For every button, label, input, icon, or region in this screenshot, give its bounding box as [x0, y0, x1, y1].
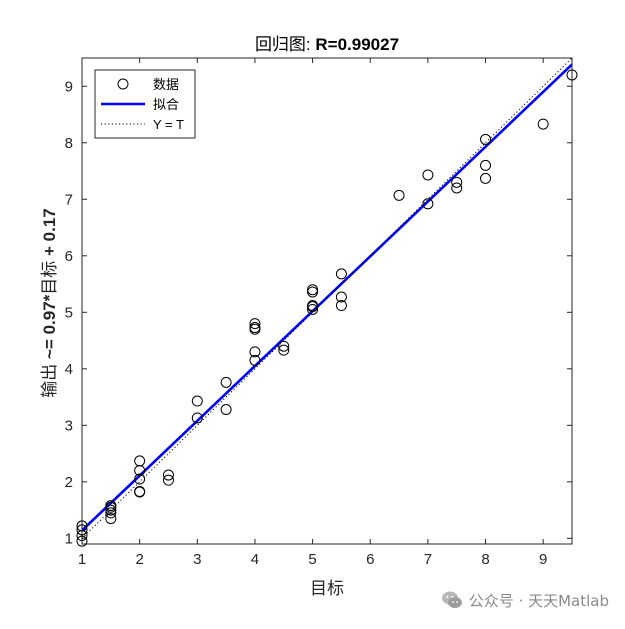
- data-point: [335, 291, 347, 303]
- y-tick-label: 7: [65, 191, 73, 208]
- y-tick-label: 8: [65, 135, 73, 152]
- legend-marker-data: [117, 78, 129, 90]
- identity-line: [82, 58, 572, 539]
- data-point: [307, 284, 319, 296]
- data-point: [76, 520, 88, 532]
- data-point: [307, 303, 319, 315]
- data-point: [451, 182, 463, 194]
- x-tick-label: 4: [251, 551, 259, 568]
- y-tick-label: 1: [65, 530, 73, 547]
- y-tick-label: 5: [65, 304, 73, 321]
- data-point: [162, 469, 174, 481]
- data-point: [105, 500, 117, 512]
- data-point: [480, 133, 492, 145]
- data-point: [278, 340, 290, 352]
- y-axis-label-part: ~= 0.97*: [40, 294, 59, 359]
- y-tick-label: 6: [65, 248, 73, 265]
- data-point: [307, 301, 319, 313]
- watermark: 公众号 · 天天Matlab: [441, 589, 609, 611]
- x-axis-label: 目标: [310, 579, 344, 598]
- data-point: [249, 318, 261, 330]
- y-tick-label: 3: [65, 417, 73, 434]
- fit-line: [82, 63, 572, 532]
- x-tick-label: 5: [308, 551, 316, 568]
- watermark-text: 公众号 · 天天Matlab: [468, 591, 609, 610]
- data-point: [191, 412, 203, 424]
- data-point: [162, 474, 174, 486]
- y-axis-label: 输出 ~= 0.97*目标 + 0.17: [40, 208, 59, 397]
- chart-title-value: R=0.99027: [315, 35, 399, 54]
- x-tick-label: 3: [193, 551, 201, 568]
- data-point: [249, 354, 261, 366]
- y-tick-label: 2: [65, 474, 73, 491]
- legend-label: Y = T: [153, 117, 184, 132]
- data-point: [134, 455, 146, 467]
- y-axis-label-part: 输出: [40, 359, 59, 398]
- x-tick-label: 7: [424, 551, 432, 568]
- data-point: [335, 268, 347, 280]
- legend-label: 数据: [153, 77, 179, 92]
- y-tick-label: 9: [65, 78, 73, 95]
- data-point: [105, 504, 117, 516]
- x-tick-label: 6: [366, 551, 374, 568]
- data-point: [393, 189, 405, 201]
- data-point: [76, 524, 88, 536]
- data-point: [422, 169, 434, 181]
- data-point: [249, 322, 261, 334]
- data-point: [105, 507, 117, 519]
- chart-title-prefix: 回归图:: [255, 35, 315, 54]
- data-point: [220, 404, 232, 416]
- y-axis-label-part: 目标: [40, 261, 59, 295]
- data-point: [422, 198, 434, 210]
- data-point: [105, 513, 117, 525]
- data-point: [76, 535, 88, 547]
- data-point: [566, 69, 578, 81]
- x-tick-label: 2: [135, 551, 143, 568]
- data-point: [134, 485, 146, 497]
- data-point: [537, 118, 549, 130]
- wechat-logo-icon: [441, 591, 462, 608]
- legend-label: 拟合: [153, 97, 179, 112]
- y-tick-label: 4: [65, 361, 73, 378]
- data-point: [249, 346, 261, 358]
- data-point: [480, 159, 492, 171]
- data-point: [480, 172, 492, 184]
- chart-title: 回归图: R=0.99027: [255, 35, 399, 54]
- x-tick-label: 1: [78, 551, 86, 568]
- data-point: [134, 473, 146, 485]
- data-point: [191, 395, 203, 407]
- data-point: [335, 300, 347, 312]
- y-axis-label-part: + 0.17: [40, 208, 59, 260]
- data-point: [278, 344, 290, 356]
- x-tick-label: 8: [481, 551, 489, 568]
- data-point: [220, 376, 232, 388]
- data-point: [451, 176, 463, 188]
- x-tick-label: 9: [539, 551, 547, 568]
